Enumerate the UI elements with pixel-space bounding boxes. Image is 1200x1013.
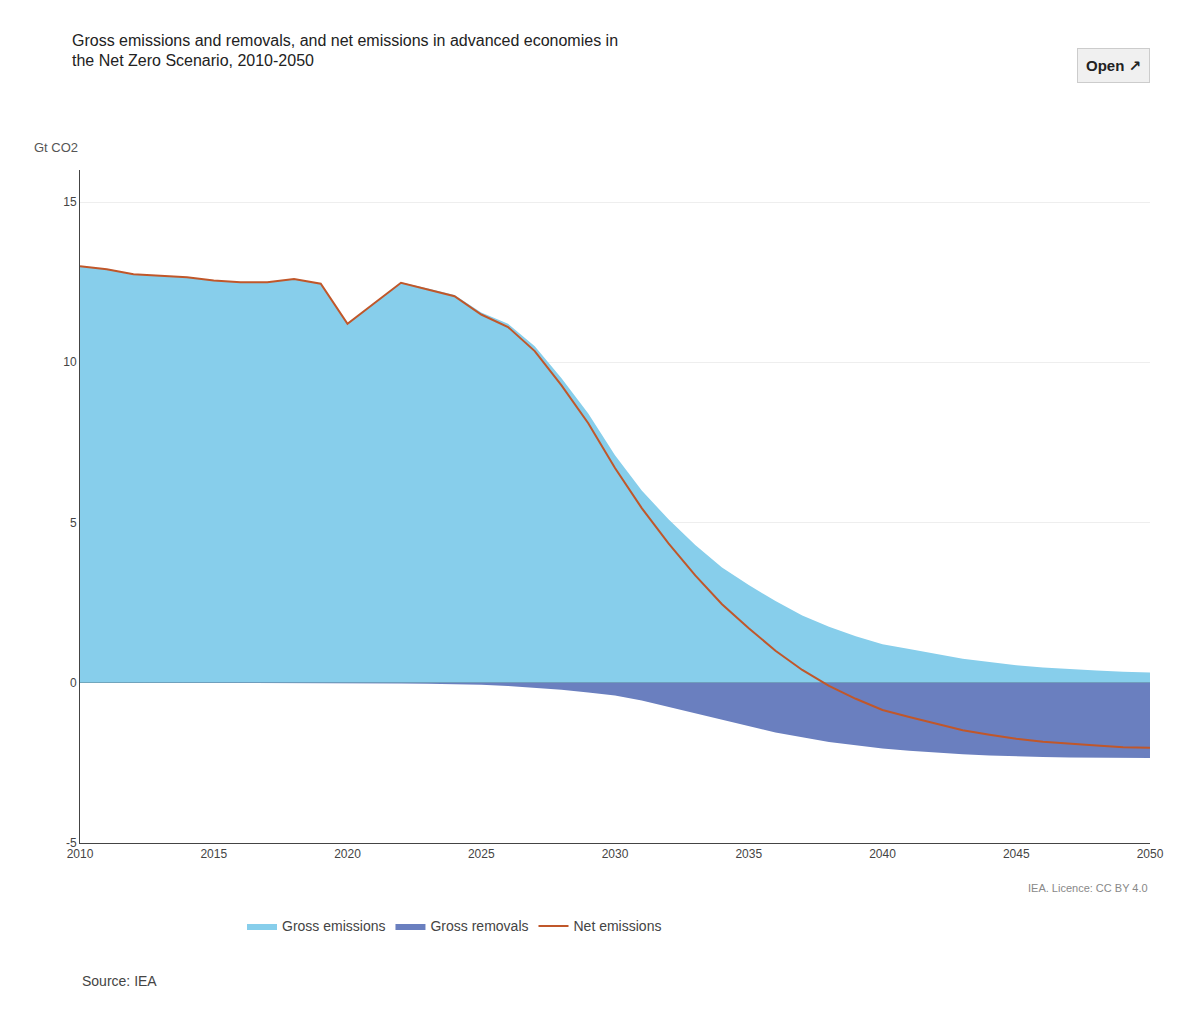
svg-text:IEA. Licence: CC BY 4.0: IEA. Licence: CC BY 4.0 bbox=[1028, 882, 1148, 894]
svg-text:2050: 2050 bbox=[1137, 847, 1164, 861]
svg-text:Net emissions: Net emissions bbox=[574, 918, 662, 934]
svg-text:Gross emissions: Gross emissions bbox=[282, 918, 385, 934]
svg-text:Gross removals: Gross removals bbox=[430, 918, 528, 934]
svg-text:2035: 2035 bbox=[735, 847, 762, 861]
svg-text:5: 5 bbox=[70, 516, 77, 530]
svg-text:2045: 2045 bbox=[1003, 847, 1030, 861]
svg-text:0: 0 bbox=[70, 676, 77, 690]
svg-text:15: 15 bbox=[63, 195, 77, 209]
svg-text:2025: 2025 bbox=[468, 847, 495, 861]
svg-text:Source: IEA: Source: IEA bbox=[82, 973, 157, 989]
svg-text:2040: 2040 bbox=[869, 847, 896, 861]
svg-text:Gross emissions and removals,: Gross emissions and removals, and net em… bbox=[72, 32, 618, 70]
svg-text:Open ↗: Open ↗ bbox=[1086, 57, 1141, 74]
svg-text:-5: -5 bbox=[66, 836, 77, 850]
svg-text:2030: 2030 bbox=[602, 847, 629, 861]
svg-text:10: 10 bbox=[63, 355, 77, 369]
svg-text:2020: 2020 bbox=[334, 847, 361, 861]
svg-text:Gt CO2: Gt CO2 bbox=[34, 140, 78, 155]
svg-text:2010: 2010 bbox=[67, 847, 94, 861]
svg-text:2015: 2015 bbox=[200, 847, 227, 861]
